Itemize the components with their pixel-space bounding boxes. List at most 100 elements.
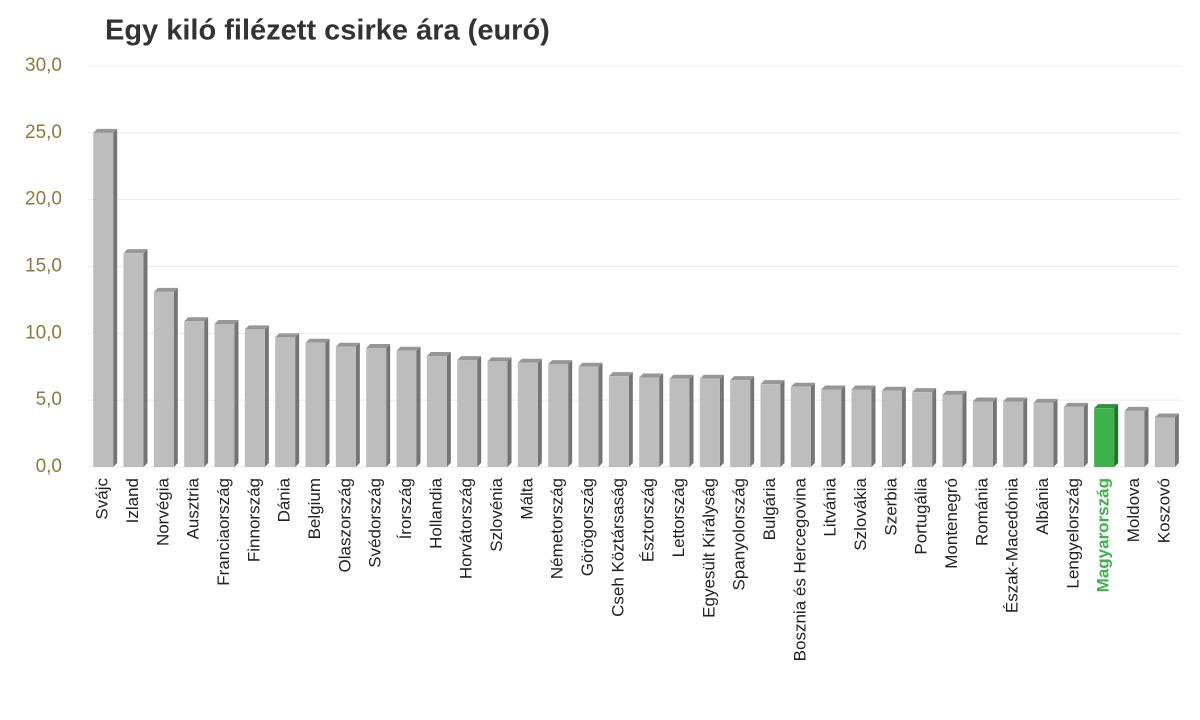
x-tick-label: Románia: [972, 477, 991, 546]
bar-top: [1003, 397, 1028, 402]
bar: [214, 323, 235, 467]
bar: [335, 346, 356, 467]
bar: [457, 360, 478, 467]
bar: [305, 342, 326, 467]
bar: [153, 291, 174, 467]
bar: [1063, 406, 1084, 467]
x-tick-label: Szlovákia: [851, 477, 870, 550]
bar-side: [537, 358, 542, 467]
bar: [184, 321, 205, 467]
bar-side: [1144, 406, 1149, 467]
bar-top: [730, 376, 755, 381]
bar-side: [507, 357, 512, 467]
bar: [790, 386, 811, 467]
bar-top: [942, 390, 967, 395]
bar-side: [719, 374, 724, 467]
x-tick-label: Málta: [517, 477, 536, 519]
x-tick-label: Olaszország: [335, 478, 354, 572]
bar-top: [821, 385, 846, 390]
bar-side: [901, 386, 906, 467]
bar-top: [578, 362, 603, 367]
bar-side: [780, 380, 785, 467]
bar-side: [143, 249, 148, 467]
bar-side: [598, 362, 603, 467]
x-tick-label: Izland: [123, 478, 142, 523]
bar-side: [1053, 398, 1058, 467]
bar-side: [1023, 397, 1028, 467]
bar-side: [386, 344, 391, 467]
x-tick-label: Svédország: [366, 478, 385, 568]
bar-side: [325, 338, 330, 467]
bar: [1033, 402, 1054, 467]
bar-side: [628, 372, 633, 467]
bar-side: [962, 390, 967, 467]
bar-top: [123, 249, 148, 254]
bar-side: [173, 287, 178, 467]
bar-side: [113, 128, 118, 468]
bar-top: [396, 346, 421, 351]
bar-top: [912, 388, 937, 393]
bar-top: [457, 356, 482, 361]
bar-top: [760, 380, 785, 385]
bar: [851, 389, 872, 467]
x-tick-label: Görögország: [578, 478, 597, 576]
bar: [912, 392, 933, 467]
bar-top: [214, 319, 239, 324]
bar-top: [1094, 404, 1119, 409]
chart-title: Egy kiló filézett csirke ára (euró): [105, 15, 550, 47]
x-tick-label: Bulgária: [760, 477, 779, 540]
bar-top: [275, 333, 300, 338]
bar-top: [548, 360, 573, 365]
bar-top: [426, 352, 451, 357]
x-tick-label: Finnország: [244, 478, 263, 562]
bar-top: [1154, 413, 1179, 418]
bar: [396, 350, 417, 467]
bar: [730, 380, 751, 467]
bar-side: [204, 317, 209, 467]
bar: [608, 376, 629, 467]
bar: [881, 390, 902, 467]
bar-top: [184, 317, 209, 322]
bar-top: [153, 287, 178, 292]
bar: [972, 401, 993, 467]
x-tick-label: Bosznia és Hercegovina: [790, 477, 809, 661]
bar: [1094, 408, 1115, 467]
x-tick-label: Moldova: [1124, 477, 1143, 542]
bar: [244, 329, 265, 467]
bar: [669, 378, 690, 467]
y-tick-label: 30,0: [25, 55, 62, 76]
bar-top: [1033, 398, 1058, 403]
bar-top: [517, 358, 542, 363]
x-tick-label: Litvánia: [821, 477, 840, 536]
bar: [548, 364, 569, 467]
x-tick-label: Spanyolország: [730, 478, 749, 590]
bar-side: [871, 385, 876, 467]
x-tick-label: Dánia: [275, 477, 294, 522]
bar-side: [1174, 413, 1179, 467]
bar-side: [568, 360, 573, 467]
x-tick-label: Szerbia: [881, 477, 900, 535]
x-tick-label: Hollandia: [426, 477, 445, 548]
x-tick-label: Ausztria: [184, 477, 203, 539]
bar: [487, 361, 508, 467]
bar-side: [355, 342, 360, 467]
x-tick-label: Norvégia: [153, 477, 172, 546]
bar-side: [750, 376, 755, 467]
y-tick-label: 0,0: [36, 456, 62, 477]
bar-top: [335, 342, 360, 347]
bar-side: [659, 373, 664, 467]
x-tick-label: Németország: [548, 478, 567, 579]
bar-side: [810, 382, 815, 467]
bar: [821, 389, 842, 467]
bar: [1154, 417, 1175, 467]
x-tick-label: Lettország: [669, 478, 688, 557]
x-tick-label: Lengyelország: [1063, 478, 1082, 589]
bar-top: [972, 397, 997, 402]
y-tick-label: 20,0: [25, 189, 62, 210]
bar-side: [477, 356, 482, 467]
bar-top: [851, 385, 876, 390]
bar-side: [841, 385, 846, 467]
bar: [1003, 401, 1024, 467]
bar-top: [699, 374, 724, 379]
x-tick-label: Svájc: [93, 478, 112, 520]
